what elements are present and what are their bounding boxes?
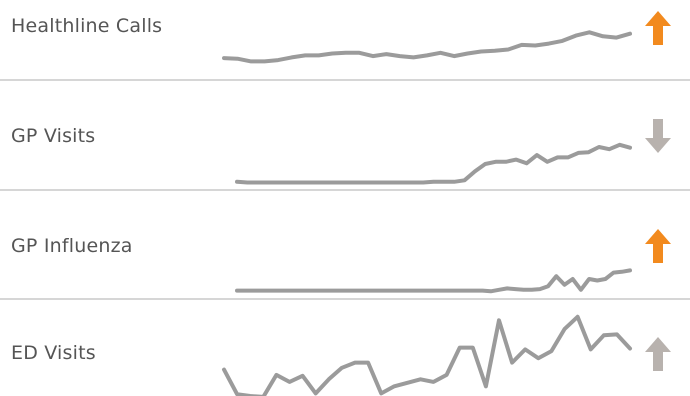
sparkline-ed-visits xyxy=(222,314,632,396)
metric-label: Healthline Calls xyxy=(11,15,163,37)
series-line xyxy=(222,314,632,396)
trend-up-arrow-icon xyxy=(645,11,671,45)
trend-up-arrow-icon xyxy=(645,229,671,263)
row-divider xyxy=(0,189,690,191)
arrow-shape xyxy=(645,229,671,263)
trend-up-arrow-icon xyxy=(645,337,671,371)
arrow-shape xyxy=(645,11,671,45)
arrow-shape xyxy=(645,337,671,371)
sparkline-gp-visits xyxy=(235,142,632,185)
series-line xyxy=(235,142,632,185)
row-divider xyxy=(0,298,690,300)
row-healthline-calls: Healthline Calls xyxy=(0,0,690,110)
sparkline-gp-influenza xyxy=(235,268,632,294)
metric-label: GP Influenza xyxy=(11,235,133,257)
series-line xyxy=(235,268,632,294)
metric-label: ED Visits xyxy=(11,342,96,364)
row-ed-visits: ED Visits xyxy=(0,286,690,396)
row-gp-visits: GP Visits xyxy=(0,110,690,220)
arrow-shape xyxy=(645,119,671,153)
series-line xyxy=(222,30,632,64)
sparkline-healthline-calls xyxy=(222,30,632,64)
row-divider xyxy=(0,79,690,81)
row-gp-influenza: GP Influenza xyxy=(0,220,690,330)
metric-label: GP Visits xyxy=(11,125,96,147)
trend-down-arrow-icon xyxy=(645,119,671,153)
